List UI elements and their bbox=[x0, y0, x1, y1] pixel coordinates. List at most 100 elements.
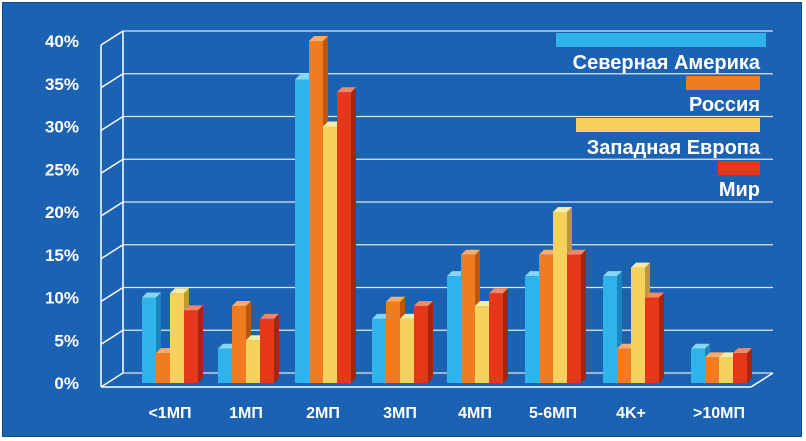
gridline-diagonal bbox=[100, 372, 124, 388]
bar-top bbox=[691, 343, 710, 349]
gridline-diagonal bbox=[100, 329, 124, 345]
legend-item: Западная Европа bbox=[576, 118, 761, 159]
bar-front bbox=[461, 254, 475, 383]
bar-top bbox=[309, 36, 328, 41]
legend: Северная Америка Россия Западная Европа Мир bbox=[556, 33, 766, 201]
bar bbox=[260, 313, 279, 383]
bar-side bbox=[581, 249, 586, 383]
bar-front bbox=[323, 126, 337, 383]
bar-side bbox=[503, 288, 508, 383]
bar-front bbox=[414, 306, 428, 383]
bar-front bbox=[295, 79, 309, 383]
bar-front bbox=[218, 348, 232, 383]
bar-front bbox=[386, 301, 400, 383]
bar-side bbox=[198, 305, 203, 383]
x-axis-ticks: <1МП 1МП 2МП 3МП 4МП 5-6МП 4K+ >10МП bbox=[148, 405, 745, 422]
legend-swatch bbox=[576, 118, 760, 132]
legend-label: Мир bbox=[719, 179, 760, 201]
bar bbox=[337, 87, 356, 384]
bar-top bbox=[567, 249, 586, 255]
x-tick-label: <1МП bbox=[148, 405, 191, 422]
legend-item: Россия bbox=[686, 76, 760, 116]
gridline-diagonal bbox=[100, 115, 124, 132]
gridline-diagonal bbox=[100, 201, 124, 217]
bars-layer bbox=[142, 36, 752, 384]
y-tick-label: 0% bbox=[54, 374, 79, 393]
y-tick-label: 10% bbox=[45, 289, 79, 308]
bar-side bbox=[747, 348, 752, 383]
bar bbox=[184, 305, 203, 383]
gridline-diagonal bbox=[100, 244, 124, 260]
x-tick-label: >10МП bbox=[693, 405, 745, 422]
bar-top bbox=[553, 207, 572, 212]
bar-top bbox=[631, 262, 650, 268]
bar-front bbox=[400, 318, 414, 383]
bar-top bbox=[461, 249, 480, 255]
bar-top bbox=[184, 305, 203, 311]
bar bbox=[645, 292, 664, 383]
bar-chart: 0% 5% 10% 15% 20% 25% 30% 35% 40% <1МП 1МП 2МП 3МП 4… bbox=[45, 30, 774, 422]
gridline-diagonal bbox=[100, 286, 124, 303]
legend-item: Северная Америка bbox=[556, 33, 766, 74]
y-tick-label: 35% bbox=[45, 75, 79, 94]
bar-front bbox=[337, 92, 351, 384]
bar-top bbox=[414, 301, 433, 307]
x-tick-label: 4МП bbox=[458, 405, 492, 422]
bar-front bbox=[567, 254, 581, 383]
legend-label: Россия bbox=[689, 94, 760, 116]
bar-front bbox=[142, 297, 156, 383]
bar-front bbox=[525, 276, 539, 383]
bar-side bbox=[428, 301, 433, 383]
x-tick-label: 4K+ bbox=[616, 405, 646, 422]
bar bbox=[567, 249, 586, 383]
x-tick-label: 5-6МП bbox=[529, 405, 577, 422]
x-tick-label: 1МП bbox=[229, 405, 263, 422]
bar-side bbox=[274, 313, 279, 383]
chart-frame: 0% 5% 10% 15% 20% 25% 30% 35% 40% <1МП 1МП 2МП 3МП 4… bbox=[2, 2, 802, 437]
y-tick-label: 30% bbox=[45, 118, 79, 137]
bar-top bbox=[260, 313, 279, 319]
bar-top bbox=[603, 271, 622, 277]
bar-top bbox=[386, 296, 405, 302]
bar bbox=[733, 348, 752, 383]
bar-front bbox=[617, 348, 631, 383]
bar-front bbox=[539, 254, 553, 383]
legend-swatch bbox=[718, 161, 760, 175]
bar-front bbox=[309, 41, 323, 383]
bar-front bbox=[447, 276, 461, 383]
bar-top bbox=[645, 292, 664, 298]
bar-front bbox=[691, 348, 705, 383]
y-tick-label: 5% bbox=[54, 331, 79, 350]
bar-front bbox=[631, 267, 645, 383]
bar-top bbox=[232, 301, 251, 307]
bar-front bbox=[553, 212, 567, 383]
bar bbox=[414, 301, 433, 383]
y-tick-label: 15% bbox=[45, 246, 79, 265]
gridline-diagonal bbox=[100, 158, 124, 174]
bar-front bbox=[475, 306, 489, 383]
y-tick-label: 25% bbox=[45, 160, 79, 179]
bar-top bbox=[142, 292, 161, 298]
legend-label: Западная Европа bbox=[587, 137, 761, 159]
bar-front bbox=[156, 353, 170, 383]
bar-front bbox=[733, 353, 747, 383]
bar bbox=[489, 288, 508, 383]
bar-top bbox=[489, 288, 508, 294]
bar-front bbox=[184, 310, 198, 383]
bar-front bbox=[372, 318, 386, 383]
legend-swatch bbox=[556, 33, 766, 47]
x-tick-label: 2МП bbox=[306, 405, 340, 422]
gridline-diagonal bbox=[100, 73, 124, 89]
bar-front bbox=[232, 306, 246, 383]
bar-front bbox=[705, 357, 719, 383]
y-axis-ticks: 0% 5% 10% 15% 20% 25% 30% 35% 40% bbox=[45, 32, 79, 393]
y-tick-label: 20% bbox=[45, 203, 79, 222]
bar-front bbox=[489, 293, 503, 383]
bar-front bbox=[603, 276, 617, 383]
x-tick-label: 3МП bbox=[383, 405, 417, 422]
legend-swatch bbox=[686, 76, 760, 90]
bar-side bbox=[659, 292, 664, 383]
bar-top bbox=[705, 352, 724, 358]
bar-front bbox=[170, 293, 184, 383]
bar-front bbox=[645, 297, 659, 383]
